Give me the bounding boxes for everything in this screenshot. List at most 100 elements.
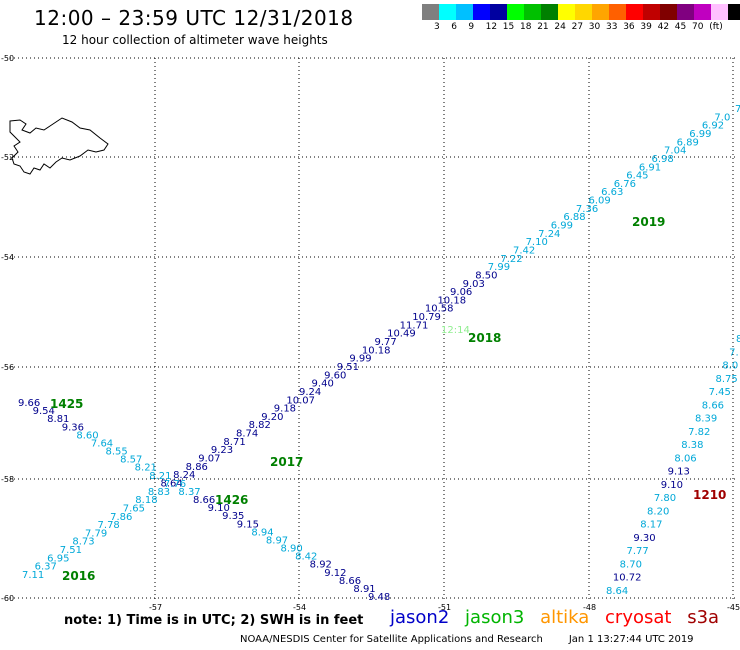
swh-value: 8.38: [681, 440, 703, 451]
swh-value: 10.18: [362, 345, 391, 356]
legend-label: 18: [520, 22, 532, 32]
legend-label: 27: [571, 22, 584, 32]
swh-value: 7.36: [576, 204, 598, 215]
legend-swatch: [626, 4, 643, 20]
swh-value: 8.55: [106, 447, 128, 458]
swh-value: 8.42: [295, 552, 317, 563]
swh-value: 9.51: [337, 362, 359, 373]
swh-value: 8.39: [695, 414, 717, 425]
swh-value: 8.64: [160, 478, 182, 489]
swh-value: 6.92: [702, 121, 724, 132]
swh-value: 8.66: [702, 400, 724, 411]
island-outline: [9, 117, 109, 175]
swh-value: 9.48: [368, 592, 390, 603]
time-label: 1425: [50, 397, 83, 411]
legend-label: 3: [434, 22, 440, 32]
credit-line: NOAA/NESDIS Center for Satellite Applica…: [240, 634, 694, 645]
legend-label: 15: [502, 22, 515, 32]
swh-value: 10.79: [412, 312, 441, 323]
legend-label: 6: [451, 22, 457, 32]
time-label: 2016: [62, 569, 95, 583]
legend-swatch: [711, 4, 728, 20]
swh-value: 8.50: [475, 270, 497, 281]
legend-swatch: [609, 4, 626, 20]
swh-value: 8.0: [722, 361, 738, 372]
swh-value: 8.24: [173, 470, 195, 481]
legend-swatch: [456, 4, 473, 20]
swh-value: 9.35: [222, 511, 244, 522]
time-label: 1426: [215, 493, 248, 507]
legend-swatch: [507, 4, 524, 20]
swh-value: 8: [736, 334, 740, 345]
legend-swatch: [439, 4, 456, 20]
legend-swatch: [592, 4, 609, 20]
swh-value: 7.65: [123, 503, 145, 514]
swh-value: 8.86: [186, 462, 208, 473]
swh-value: 8.64: [606, 586, 628, 597]
legend-label: 24: [554, 22, 566, 32]
legend-swatch: [575, 4, 592, 20]
sat-cryosat: cryosat: [605, 607, 672, 628]
swh-value: 8.66: [193, 495, 215, 506]
swh-value: 9.23: [211, 445, 233, 456]
legend-label: 21: [537, 22, 549, 32]
swh-value: 8.37: [178, 487, 200, 498]
swh-value: 7.51: [60, 545, 82, 556]
swh-value: 8.66: [339, 576, 361, 587]
swh-value: 10.72: [613, 573, 642, 584]
sat-altika: altika: [540, 607, 590, 628]
swh-value: 9.77: [375, 337, 397, 348]
swh-value: 8.20: [647, 506, 669, 517]
swh-value: 7.79: [85, 528, 107, 539]
swh-value: 8.21: [149, 471, 171, 482]
sat-jason2: jason2: [390, 607, 450, 628]
legend-swatch: [728, 4, 740, 20]
swh-value: 8.81: [47, 414, 69, 425]
swh-value: 7.: [735, 104, 740, 115]
time-label: 2018: [468, 331, 501, 345]
legend-label: 12: [485, 22, 498, 32]
lat-tick-label: -52: [1, 153, 14, 162]
swh-value: 8.94: [251, 527, 273, 538]
swh-value: 9.30: [633, 533, 655, 544]
swh-value: 10.07: [286, 395, 315, 406]
legend-swatch: [694, 4, 711, 20]
swh-value: 6.89: [677, 137, 699, 148]
swh-value: 9.07: [198, 454, 220, 465]
legend-swatch: [473, 4, 490, 20]
swh-value: 8.73: [72, 537, 94, 548]
swh-value: 9.18: [274, 404, 296, 415]
swh-value: 8.21: [135, 463, 157, 474]
legend-label: (ft): [709, 22, 723, 32]
swh-value: 8.90: [281, 544, 303, 555]
swh-value: 6.95: [47, 553, 69, 564]
swh-value: 7.99: [488, 262, 510, 273]
swh-value: 8.83: [148, 487, 170, 498]
swh-value: 7.04: [664, 146, 686, 157]
legend-label: 33: [606, 22, 618, 32]
swh-value: 8.06: [674, 453, 696, 464]
credit-timestamp: Jan 1 13:27:44 UTC 2019: [568, 634, 694, 645]
legend-swatch: [541, 4, 558, 20]
legend-swatch: [422, 4, 439, 20]
swh-value: 8.75: [715, 374, 737, 385]
legend-label: 45: [674, 22, 687, 32]
swh-value: 9.03: [463, 279, 485, 290]
swh-value: 7.77: [627, 546, 649, 557]
swh-value: 6.88: [563, 212, 585, 223]
swh-value: 9.20: [261, 412, 283, 423]
lat-tick-label: -50: [1, 54, 14, 63]
swh-value: 9.15: [237, 519, 259, 530]
swh-value: 6.91: [639, 162, 661, 173]
swh-value: 7.78: [98, 520, 120, 531]
swh-value: 9.54: [33, 406, 55, 417]
swh-value: 7.0: [714, 112, 730, 123]
lat-tick-label: -54: [1, 253, 14, 262]
footnote: note: 1) Time is in UTC; 2) SWH is in fe…: [64, 613, 364, 628]
swh-value: 8.91: [353, 584, 375, 595]
swh-value: 9.36: [62, 422, 84, 433]
legend-swatch: [490, 4, 507, 20]
time-label: 12:14: [441, 325, 470, 336]
swh-value: 9.99: [349, 354, 371, 365]
